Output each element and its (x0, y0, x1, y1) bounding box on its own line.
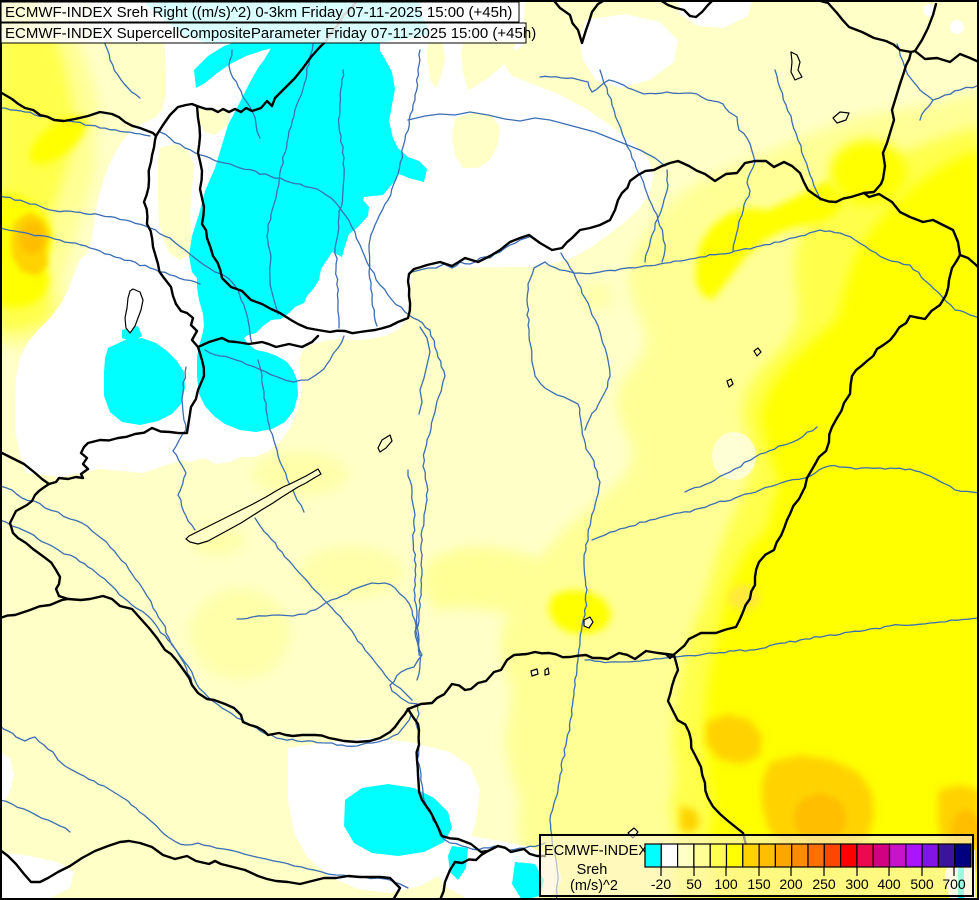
svg-text:-20: -20 (651, 876, 671, 892)
svg-text:200: 200 (779, 876, 803, 892)
svg-text:400: 400 (877, 876, 901, 892)
svg-text:500: 500 (910, 876, 934, 892)
svg-text:100: 100 (714, 876, 738, 892)
svg-text:ECMWF-INDEX: ECMWF-INDEX (544, 843, 648, 859)
svg-text:300: 300 (845, 876, 869, 892)
svg-text:ECMWF-INDEX SupercellComposite: ECMWF-INDEX SupercellCompositeParameter … (5, 25, 536, 42)
svg-text:Sreh: Sreh (577, 862, 608, 878)
svg-text:50: 50 (686, 876, 702, 892)
svg-text:(m/s)^2: (m/s)^2 (570, 878, 618, 894)
svg-text:250: 250 (812, 876, 836, 892)
svg-text:ECMWF-INDEX Sreh Right ((m/s)^: ECMWF-INDEX Sreh Right ((m/s)^2) 0-3km F… (5, 4, 512, 21)
svg-text:150: 150 (747, 876, 771, 892)
svg-text:700: 700 (942, 876, 966, 892)
